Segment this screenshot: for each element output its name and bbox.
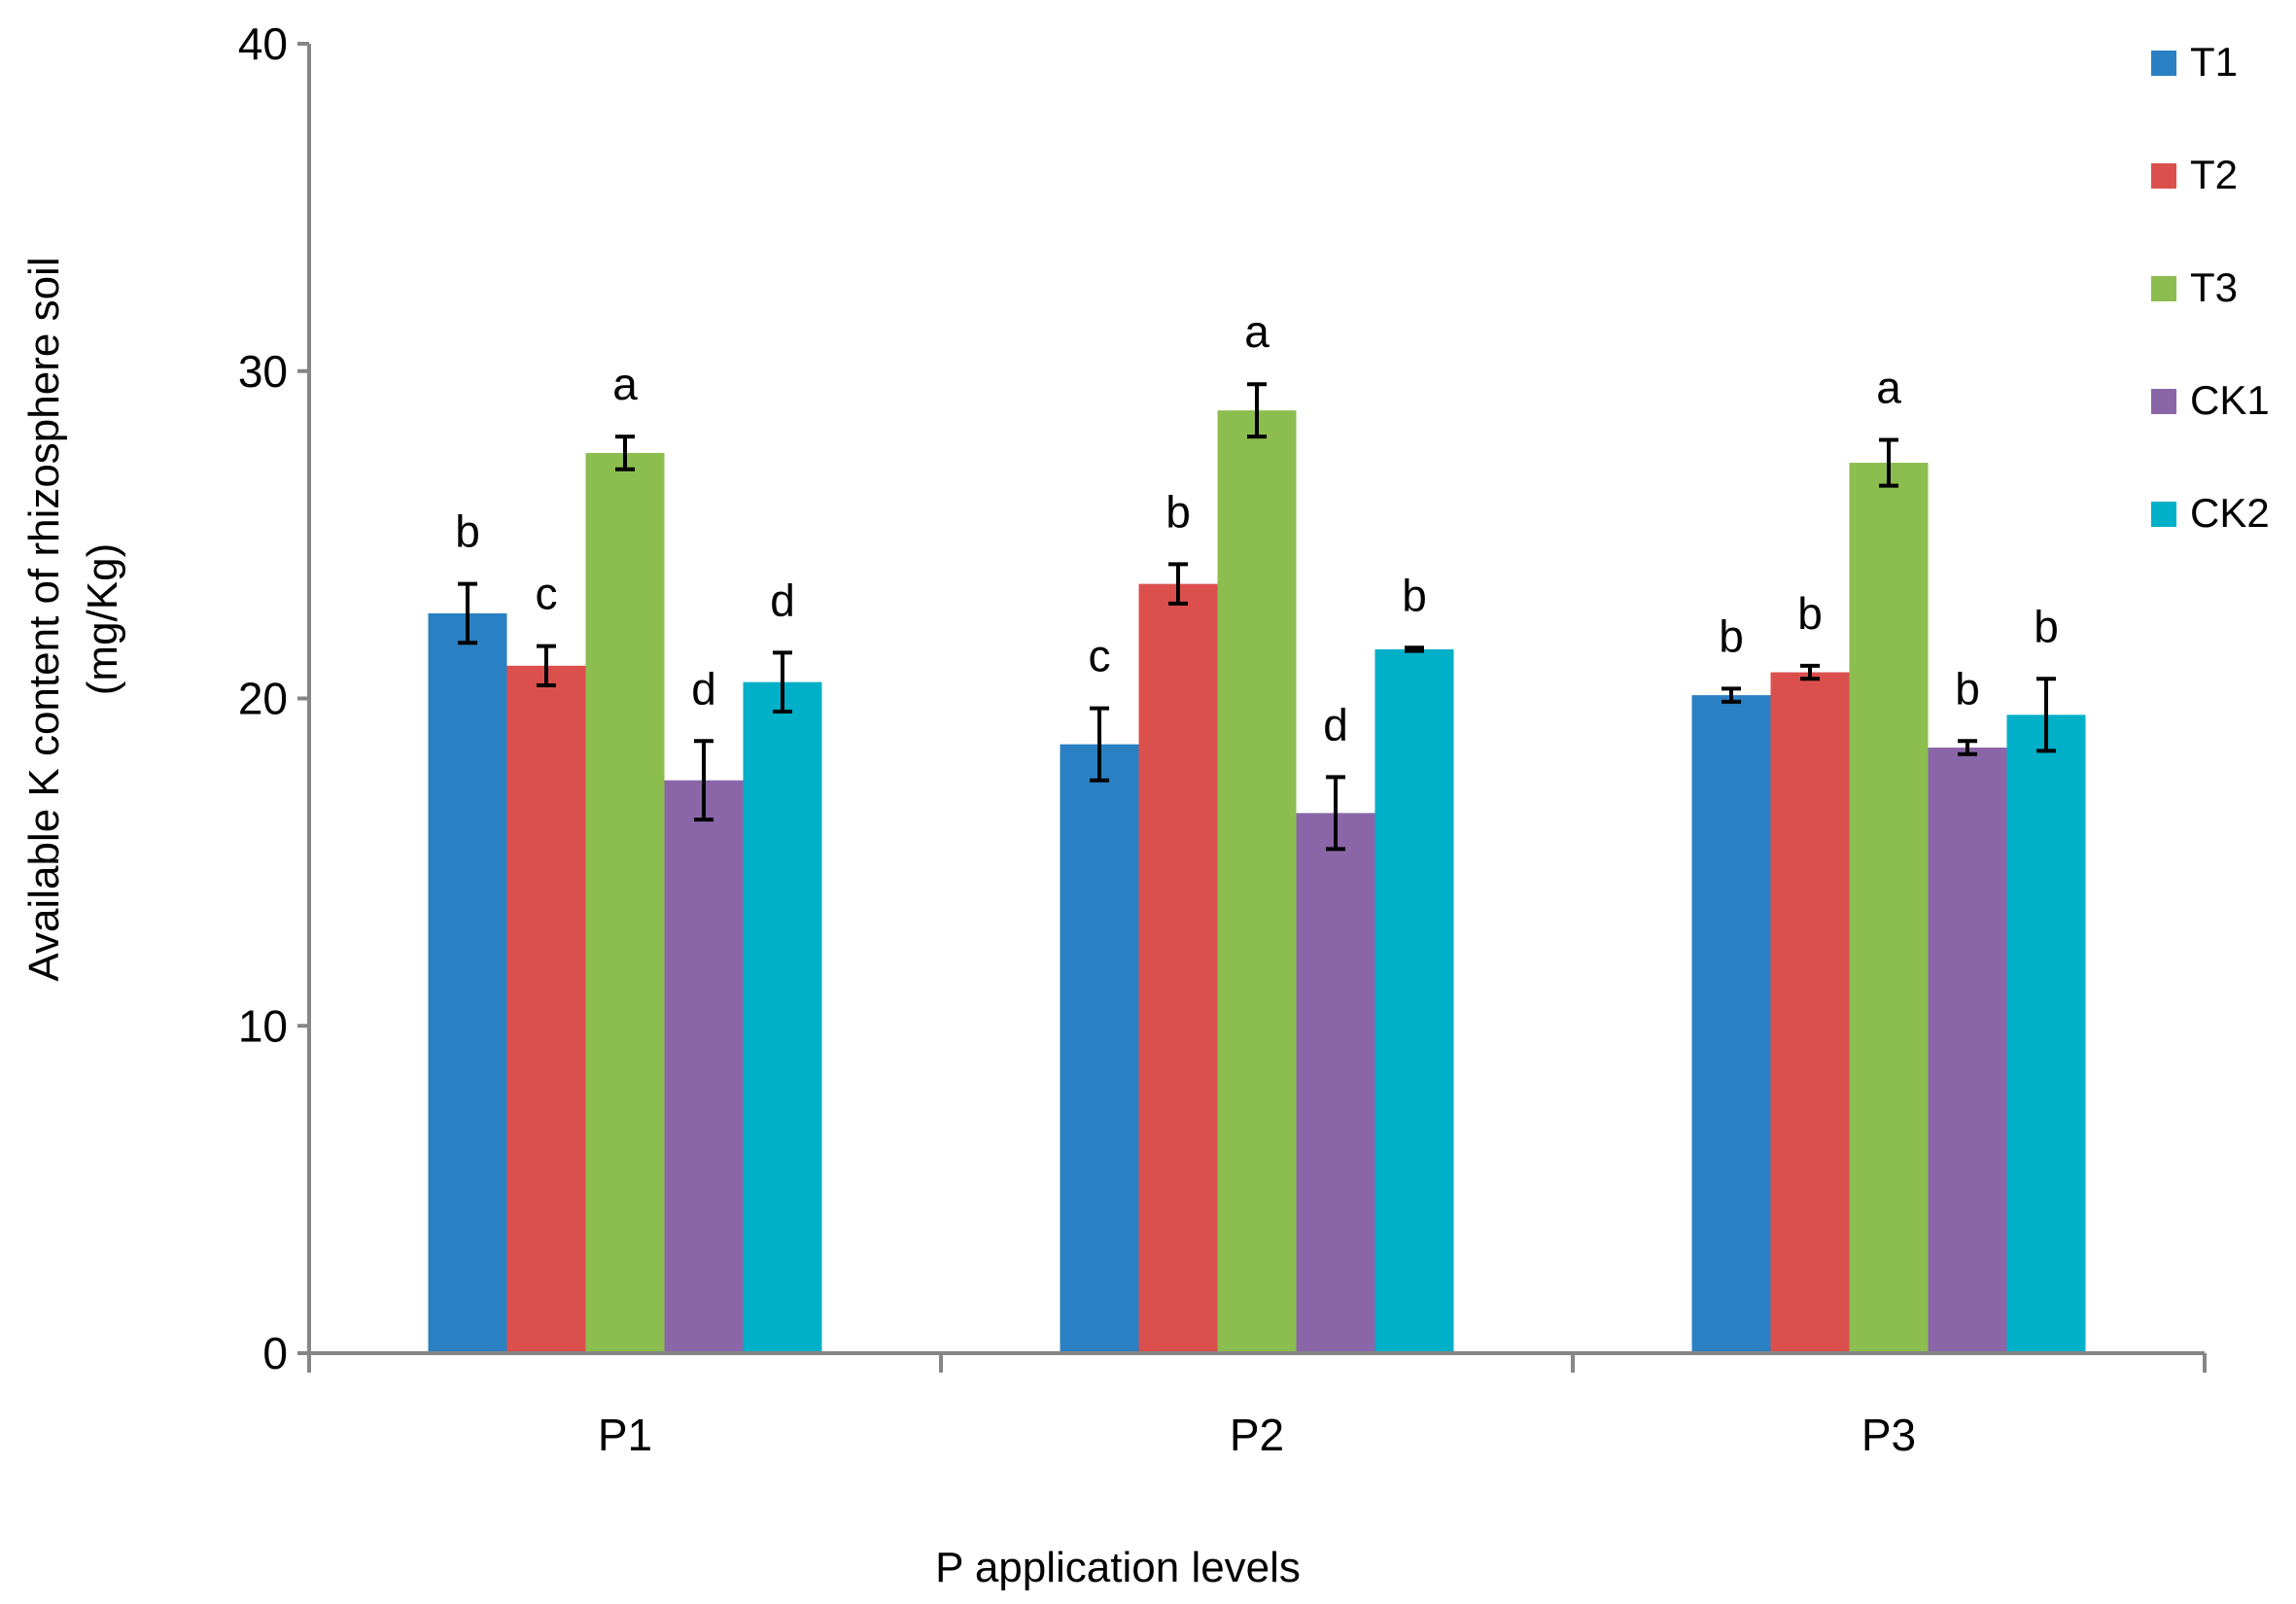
legend-swatch-t3 — [2151, 276, 2176, 301]
bar-p3-t1 — [1691, 695, 1771, 1353]
significance-letter: b — [1719, 610, 1744, 661]
legend-label-ck1: CK1 — [2190, 377, 2270, 423]
y-axis-title: Available K content of rhizosphere soil … — [20, 257, 126, 981]
significance-letter: a — [612, 359, 638, 409]
bar-p3-ck1 — [1928, 748, 2007, 1353]
bar-p2-t2 — [1138, 583, 1218, 1353]
significance-letter: c — [1089, 631, 1111, 681]
y-tick-label: 20 — [238, 674, 288, 724]
significance-letter: b — [1165, 486, 1191, 537]
x-category-label: P2 — [1230, 1410, 1284, 1460]
significance-letter: b — [1402, 570, 1427, 620]
bar-p2-ck2 — [1374, 648, 1454, 1353]
legend-swatch-t1 — [2151, 51, 2176, 76]
legend: T1 T2 T3 CK1 CK2 — [2151, 39, 2270, 536]
bar-p2-ck1 — [1296, 813, 1375, 1353]
bar-p2-t3 — [1217, 410, 1297, 1353]
significance-letter: d — [1323, 699, 1348, 750]
bar-p3-t3 — [1849, 463, 1929, 1353]
y-tick-label: 10 — [238, 1000, 288, 1051]
x-category-label: P1 — [598, 1410, 652, 1460]
y-tick-label: 0 — [262, 1328, 288, 1378]
plot-area: b c a d d c b a d b b b a b b — [428, 306, 2086, 1353]
bar-p3-ck2 — [2006, 715, 2086, 1353]
bar-p3-t2 — [1770, 672, 1850, 1353]
significance-letter: d — [770, 575, 795, 625]
legend-label-ck2: CK2 — [2190, 490, 2270, 536]
significance-letter: b — [2034, 601, 2059, 651]
bar-p1-ck1 — [664, 780, 744, 1353]
significance-letter: a — [1876, 362, 1901, 412]
bar-p1-t1 — [428, 612, 507, 1353]
bar-p1-t3 — [585, 452, 665, 1353]
significance-letter: b — [1955, 663, 1980, 714]
significance-letter: d — [691, 663, 716, 714]
legend-label-t3: T3 — [2190, 264, 2238, 310]
legend-swatch-ck1 — [2151, 389, 2176, 414]
y-tick-label: 40 — [238, 18, 288, 69]
x-axis-title: P application levels — [935, 1544, 1301, 1591]
y-axis-title-line1: Available K content of rhizosphere soil — [20, 257, 68, 981]
y-axis-title-line2: (mg/Kg) — [79, 543, 126, 695]
bar-p2-t1 — [1060, 744, 1139, 1353]
significance-letter: a — [1244, 306, 1270, 357]
axes: 0 10 20 30 40 P1 P2 P3 — [238, 18, 2207, 1460]
x-category-label: P3 — [1861, 1410, 1916, 1460]
y-tick-label: 30 — [238, 346, 288, 397]
significance-letter: b — [455, 506, 480, 557]
legend-swatch-ck2 — [2151, 502, 2176, 527]
significance-letter: b — [1797, 588, 1823, 639]
bar-p1-t2 — [506, 665, 586, 1353]
significance-letter: c — [536, 569, 558, 619]
legend-label-t2: T2 — [2190, 152, 2238, 197]
legend-label-t1: T1 — [2190, 39, 2238, 85]
legend-swatch-t2 — [2151, 163, 2176, 189]
bar-p1-ck2 — [743, 681, 822, 1353]
